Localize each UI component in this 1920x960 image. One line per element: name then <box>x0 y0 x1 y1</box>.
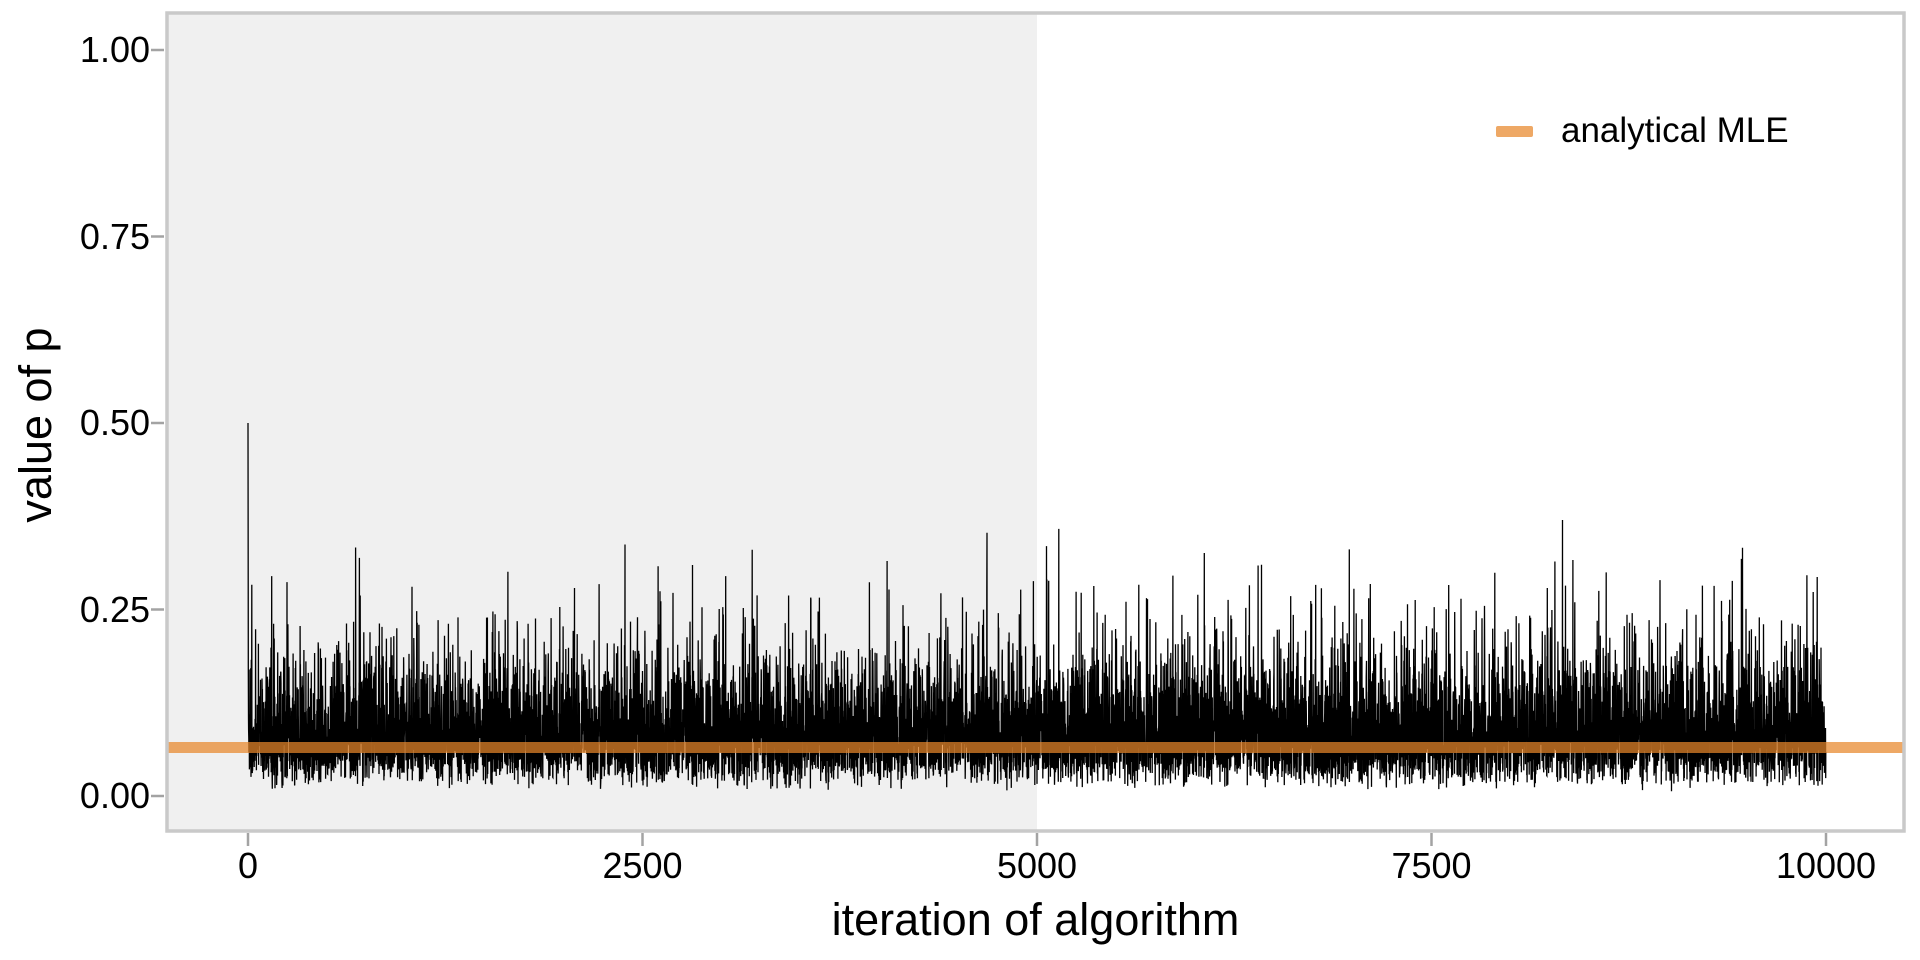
y-tick-label: 0.25 <box>79 588 150 630</box>
legend-swatch-analytical-mle <box>1496 125 1533 137</box>
y-tick-label: 0.00 <box>79 775 150 816</box>
y-tick-label: 0.50 <box>79 402 150 443</box>
panel-border <box>165 11 1906 833</box>
x-axis-title: iteration of algorithm <box>831 894 1240 945</box>
x-tick-label: 2500 <box>602 845 683 886</box>
y-tick-label: 1.00 <box>79 29 150 70</box>
legend-label-analytical-mle: analytical MLE <box>1561 111 1789 150</box>
x-tick-label: 7500 <box>1391 845 1472 886</box>
y-tick-label: 0.75 <box>79 215 150 257</box>
x-tick-label: 10000 <box>1775 845 1877 886</box>
legend: analytical MLE <box>1496 110 1789 152</box>
x-tick-label: 5000 <box>996 845 1078 886</box>
analytical-mle-line <box>167 742 1904 753</box>
x-tick-label: 0 <box>237 845 259 886</box>
y-axis-title: value of p <box>10 327 61 523</box>
